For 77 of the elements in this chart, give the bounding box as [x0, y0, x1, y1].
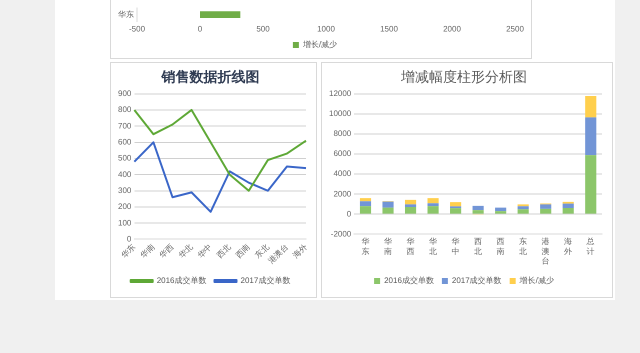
y-tick-label: 8000	[333, 129, 352, 138]
x-tick-label: 2500	[506, 24, 524, 34]
bar	[382, 202, 394, 208]
x-tick-label: 500	[256, 24, 270, 34]
bar	[562, 204, 574, 208]
y-tick-label: 800	[118, 105, 132, 114]
bar	[360, 201, 372, 206]
bar	[428, 198, 439, 204]
bar	[472, 206, 484, 210]
bar	[585, 155, 596, 214]
bar	[540, 204, 552, 209]
bar	[360, 198, 372, 202]
y-tick-label: 10000	[328, 109, 352, 118]
bar	[495, 208, 506, 212]
x-tick-label: 华南	[384, 237, 392, 256]
y-tick-label: 200	[118, 202, 132, 212]
x-tick-label: 华北	[176, 242, 195, 260]
bar	[404, 200, 416, 204]
chart-title: 销售数据折线图	[160, 68, 260, 84]
x-tick-label: 华西	[406, 237, 415, 256]
x-tick-label: 华北	[429, 237, 438, 256]
x-tick-label: 港澳台	[542, 237, 550, 266]
x-tick-label: 西北	[474, 237, 482, 256]
x-tick-label: 西南	[234, 242, 252, 260]
x-tick-label: 1500	[380, 24, 398, 34]
bar	[404, 207, 416, 214]
y-tick-label: 华东	[118, 10, 134, 19]
legend-label: 2016成交单数	[156, 276, 206, 286]
x-tick-label: 华南	[138, 242, 156, 260]
bar	[518, 209, 529, 214]
y-tick-label: 700	[118, 121, 132, 130]
bar	[495, 211, 506, 214]
bar	[450, 208, 462, 214]
x-tick-label: 总计	[586, 237, 595, 256]
bar	[450, 202, 462, 206]
bar	[428, 206, 439, 214]
legend-label: 2016成交单数	[384, 276, 434, 286]
y-tick-label: 2000	[333, 189, 352, 198]
bar	[428, 203, 439, 206]
y-tick-label: 900	[118, 89, 132, 98]
x-tick-label: 海外	[291, 242, 309, 260]
y-tick-label: -2000	[330, 229, 352, 238]
y-tick-label: 100	[118, 218, 132, 228]
bar	[382, 208, 394, 214]
x-tick-label: 东北	[519, 237, 528, 256]
x-tick-label: 华中	[196, 242, 214, 260]
y-tick-label: 500	[118, 154, 132, 163]
bar	[585, 117, 596, 156]
chart-title: 增减幅度柱形分析图	[400, 68, 527, 84]
legend-label: 2017成交单数	[240, 276, 290, 286]
bar	[472, 210, 484, 214]
x-tick-label: 华东	[362, 237, 370, 256]
y-tick-label: 6000	[333, 149, 352, 158]
y-tick-label: 300	[118, 186, 132, 195]
x-tick-label: 2000	[443, 24, 462, 34]
legend-label: 增长/减少	[302, 40, 338, 50]
bar	[540, 208, 552, 214]
y-tick-label: 4000	[333, 169, 352, 178]
y-tick-label: 0	[346, 209, 352, 218]
legend-label: 增长/减少	[518, 276, 554, 286]
bar	[562, 208, 574, 214]
x-tick-label: 华西	[158, 242, 176, 260]
bar	[518, 206, 529, 210]
x-tick-label: 0	[198, 24, 203, 34]
legend-label: 2017成交单数	[452, 276, 502, 286]
x-tick-label: -500	[128, 24, 146, 34]
x-tick-label: 华中	[452, 237, 460, 256]
y-tick-label: 400	[118, 170, 132, 179]
bar	[360, 206, 372, 214]
y-tick-label: 12000	[328, 89, 352, 98]
x-tick-label: 西南	[496, 237, 505, 256]
y-tick-label: 600	[118, 137, 132, 146]
x-tick-label: 1000	[317, 24, 336, 34]
x-tick-label: 西北	[215, 242, 233, 260]
x-tick-label: 海外	[564, 237, 572, 256]
bar	[404, 204, 416, 208]
bar	[585, 96, 596, 118]
